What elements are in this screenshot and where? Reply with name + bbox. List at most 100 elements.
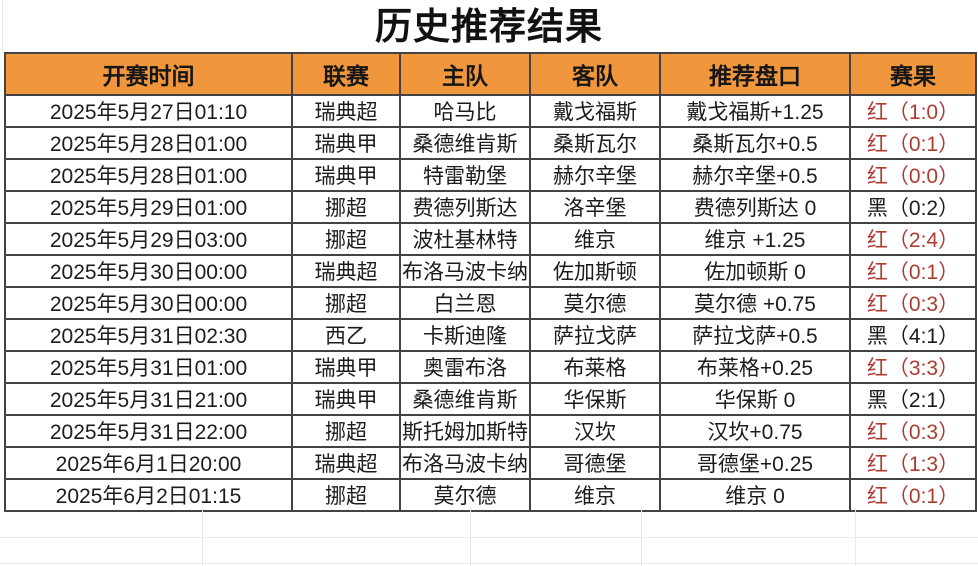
cell-handicap: 哥德堡+0.25 xyxy=(659,446,851,480)
cell-league: 瑞典超 xyxy=(291,446,401,480)
cell-league: 瑞典甲 xyxy=(291,158,401,192)
cell-league: 挪超 xyxy=(291,478,401,512)
cell-kickoff-time: 2025年5月31日21:00 xyxy=(4,382,293,416)
table-row: 2025年6月2日01:15 挪超 莫尔德 维京 维京 0 红（0:1） xyxy=(4,478,977,512)
cell-kickoff-time: 2025年6月2日01:15 xyxy=(4,478,293,512)
table-row: 2025年5月29日03:00 挪超 波杜基林特 维京 维京 +1.25 红（2… xyxy=(4,222,977,256)
table-row: 2025年5月28日01:00 瑞典甲 桑德维肯斯 桑斯瓦尔 桑斯瓦尔+0.5 … xyxy=(4,126,977,160)
cell-kickoff-time: 2025年5月31日02:30 xyxy=(4,318,293,352)
cell-handicap: 费德列斯达 0 xyxy=(659,190,851,224)
cell-result: 红（0:1） xyxy=(849,478,977,512)
column-header-handicap: 推荐盘口 xyxy=(659,52,851,96)
spreadsheet-gridline xyxy=(2,0,3,52)
cell-kickoff-time: 2025年5月29日03:00 xyxy=(4,222,293,256)
cell-away-team: 维京 xyxy=(529,222,661,256)
cell-handicap: 莫尔德 +0.75 xyxy=(659,286,851,320)
cell-league: 瑞典超 xyxy=(291,254,401,288)
cell-result: 红（1:3） xyxy=(849,446,977,480)
cell-home-team: 卡斯迪隆 xyxy=(399,318,531,352)
table-row: 2025年5月31日21:00 瑞典甲 桑德维肯斯 华保斯 华保斯 0 黑（2:… xyxy=(4,382,977,416)
spreadsheet-gridline xyxy=(0,563,978,564)
cell-result: 黑（0:2） xyxy=(849,190,977,224)
table-row: 2025年5月28日01:00 瑞典甲 特雷勒堡 赫尔辛堡 赫尔辛堡+0.5 红… xyxy=(4,158,977,192)
header-row: 开赛时间 联赛 主队 客队 推荐盘口 赛果 xyxy=(4,52,977,96)
cell-home-team: 布洛马波卡纳 xyxy=(399,254,531,288)
cell-kickoff-time: 2025年5月30日00:00 xyxy=(4,286,293,320)
cell-league: 西乙 xyxy=(291,318,401,352)
cell-kickoff-time: 2025年5月31日22:00 xyxy=(4,414,293,448)
cell-handicap: 桑斯瓦尔+0.5 xyxy=(659,126,851,160)
table-row: 2025年5月30日00:00 瑞典超 布洛马波卡纳 佐加斯顿 佐加顿斯 0 红… xyxy=(4,254,977,288)
cell-handicap: 萨拉戈萨+0.5 xyxy=(659,318,851,352)
cell-away-team: 佐加斯顿 xyxy=(529,254,661,288)
cell-kickoff-time: 2025年5月28日01:00 xyxy=(4,158,293,192)
cell-league: 瑞典甲 xyxy=(291,382,401,416)
cell-handicap: 赫尔辛堡+0.5 xyxy=(659,158,851,192)
cell-result: 红（0:0） xyxy=(849,158,977,192)
cell-result: 红（0:3） xyxy=(849,414,977,448)
cell-result: 红（3:3） xyxy=(849,350,977,384)
cell-result: 黑（2:1） xyxy=(849,382,977,416)
cell-league: 挪超 xyxy=(291,222,401,256)
cell-away-team: 萨拉戈萨 xyxy=(529,318,661,352)
cell-result: 红（0:1） xyxy=(849,126,977,160)
cell-away-team: 汉坎 xyxy=(529,414,661,448)
cell-away-team: 布莱格 xyxy=(529,350,661,384)
cell-handicap: 汉坎+0.75 xyxy=(659,414,851,448)
cell-home-team: 斯托姆加斯特 xyxy=(399,414,531,448)
cell-result: 红（1:0） xyxy=(849,94,977,128)
cell-league: 挪超 xyxy=(291,414,401,448)
cell-home-team: 桑德维肯斯 xyxy=(399,382,531,416)
column-header-time: 开赛时间 xyxy=(4,52,293,96)
cell-home-team: 布洛马波卡纳 xyxy=(399,446,531,480)
cell-home-team: 桑德维肯斯 xyxy=(399,126,531,160)
cell-kickoff-time: 2025年5月30日00:00 xyxy=(4,254,293,288)
table-row: 2025年5月31日01:00 瑞典甲 奥雷布洛 布莱格 布莱格+0.25 红（… xyxy=(4,350,977,384)
spreadsheet-gridline xyxy=(0,537,978,538)
cell-away-team: 哥德堡 xyxy=(529,446,661,480)
cell-league: 瑞典甲 xyxy=(291,350,401,384)
cell-away-team: 莫尔德 xyxy=(529,286,661,320)
table-row: 2025年5月31日02:30 西乙 卡斯迪隆 萨拉戈萨 萨拉戈萨+0.5 黑（… xyxy=(4,318,977,352)
cell-result: 红（0:3） xyxy=(849,286,977,320)
cell-result: 黑（4:1） xyxy=(849,318,977,352)
cell-handicap: 布莱格+0.25 xyxy=(659,350,851,384)
cell-kickoff-time: 2025年5月31日01:00 xyxy=(4,350,293,384)
cell-kickoff-time: 2025年5月28日01:00 xyxy=(4,126,293,160)
cell-result: 红（0:1） xyxy=(849,254,977,288)
cell-away-team: 戴戈福斯 xyxy=(529,94,661,128)
cell-result: 红（2:4） xyxy=(849,222,977,256)
column-header-away: 客队 xyxy=(529,52,661,96)
cell-home-team: 奥雷布洛 xyxy=(399,350,531,384)
cell-away-team: 维京 xyxy=(529,478,661,512)
cell-handicap: 佐加顿斯 0 xyxy=(659,254,851,288)
cell-away-team: 华保斯 xyxy=(529,382,661,416)
cell-kickoff-time: 2025年6月1日20:00 xyxy=(4,446,293,480)
cell-handicap: 维京 0 xyxy=(659,478,851,512)
cell-league: 挪超 xyxy=(291,286,401,320)
column-header-result: 赛果 xyxy=(849,52,977,96)
cell-handicap: 维京 +1.25 xyxy=(659,222,851,256)
table-row: 2025年5月30日00:00 挪超 白兰恩 莫尔德 莫尔德 +0.75 红（0… xyxy=(4,286,977,320)
cell-away-team: 赫尔辛堡 xyxy=(529,158,661,192)
table-row: 2025年6月1日20:00 瑞典超 布洛马波卡纳 哥德堡 哥德堡+0.25 红… xyxy=(4,446,977,480)
cell-league: 瑞典超 xyxy=(291,94,401,128)
table-row: 2025年5月29日01:00 挪超 费德列斯达 洛辛堡 费德列斯达 0 黑（0… xyxy=(4,190,977,224)
cell-league: 瑞典甲 xyxy=(291,126,401,160)
cell-away-team: 洛辛堡 xyxy=(529,190,661,224)
cell-home-team: 费德列斯达 xyxy=(399,190,531,224)
column-header-home: 主队 xyxy=(399,52,531,96)
cell-home-team: 波杜基林特 xyxy=(399,222,531,256)
cell-home-team: 白兰恩 xyxy=(399,286,531,320)
cell-home-team: 哈马比 xyxy=(399,94,531,128)
cell-league: 挪超 xyxy=(291,190,401,224)
cell-handicap: 华保斯 0 xyxy=(659,382,851,416)
cell-home-team: 特雷勒堡 xyxy=(399,158,531,192)
cell-home-team: 莫尔德 xyxy=(399,478,531,512)
cell-kickoff-time: 2025年5月29日01:00 xyxy=(4,190,293,224)
table-row: 2025年5月27日01:10 瑞典超 哈马比 戴戈福斯 戴戈福斯+1.25 红… xyxy=(4,94,977,128)
table-row: 2025年5月31日22:00 挪超 斯托姆加斯特 汉坎 汉坎+0.75 红（0… xyxy=(4,414,977,448)
history-results-table: 开赛时间 联赛 主队 客队 推荐盘口 赛果 2025年5月27日01:10 瑞典… xyxy=(4,52,977,512)
cell-away-team: 桑斯瓦尔 xyxy=(529,126,661,160)
page-title: 历史推荐结果 xyxy=(375,6,603,47)
